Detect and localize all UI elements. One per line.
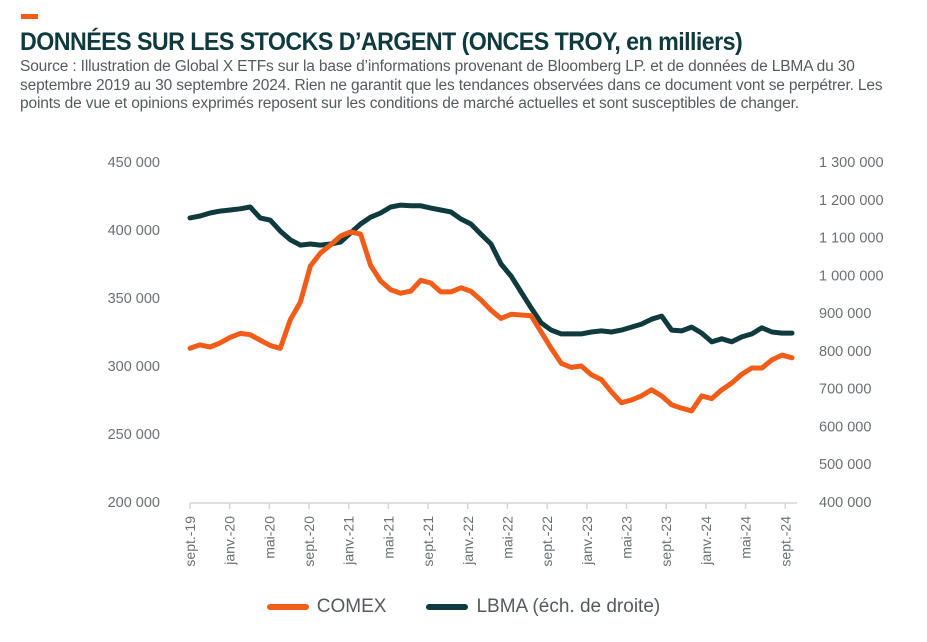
x-tick-label: sept.-21 [420,516,436,567]
y-right-tick-label: 800 000 [819,344,871,360]
x-tick-label: janv.-24 [698,516,714,566]
y-left-tick-label: 400 000 [108,223,160,239]
y-left-tick-label: 200 000 [108,495,160,511]
x-tick-label: mai-24 [738,516,754,559]
x-tick-label: mai-20 [261,516,277,559]
series-group [187,202,795,414]
legend-item-lbma: LBMA (éch. de droite) [426,596,660,618]
x-tick-label: mai-22 [499,516,515,559]
x-tick-label: sept.-23 [658,516,674,567]
series-line-lbma [187,202,795,345]
y-left-tick-label: 350 000 [108,291,160,307]
x-axis: sept.-19 janv.-20 mai-20 sept.-20 janv.-21 ma… [182,502,797,567]
legend: COMEX LBMA (éch. de droite) [0,596,927,618]
chart-title: DONNÉES SUR LES STOCKS D’ARGENT (ONCES T… [20,28,743,56]
y-right-tick-label: 900 000 [819,306,871,322]
x-tick-label: sept.-22 [539,516,555,567]
y-left-tick-label: 250 000 [108,427,160,443]
x-tick-label: janv.-21 [341,516,357,566]
y-right-tick-label: 1 100 000 [819,231,884,247]
y-right-tick-label: 1 000 000 [819,268,884,284]
x-tick-label: sept.-24 [777,516,793,567]
legend-label-comex: COMEX [316,596,387,617]
x-tick-label: janv.-23 [579,516,595,566]
y-right-tick-label: 500 000 [819,457,871,473]
y-right-tick-label: 700 000 [819,382,871,398]
y-axis-left: 200 000 250 000 300 000 350 000 400 000 450 0… [108,155,160,511]
y-right-tick-label: 1 300 000 [819,155,884,171]
legend-swatch-comex [266,604,309,610]
y-right-tick-label: 400 000 [819,495,871,511]
legend-item-comex: COMEX [266,596,387,618]
x-tick-label: sept.-19 [182,516,198,567]
legend-swatch-lbma [426,604,469,610]
x-tick-label: mai-21 [380,516,396,559]
y-left-tick-label: 300 000 [108,359,160,375]
x-tick-label: sept.-20 [301,516,317,567]
accent-bar [21,14,38,19]
y-axis-right: 400 000 500 000 600 000 700 000 800 000 900 0… [819,155,884,511]
y-right-tick-label: 1 200 000 [819,193,884,209]
x-tick-label: janv.-20 [222,516,238,566]
x-tick-label: mai-23 [619,516,635,559]
series-line-comex [187,229,795,414]
x-tick-label: janv.-22 [460,516,476,566]
chart-source-note: Source : Illustration de Global X ETFs s… [20,58,883,112]
y-right-tick-label: 600 000 [819,419,871,435]
legend-label-lbma: LBMA (éch. de droite) [476,596,661,617]
y-left-tick-label: 450 000 [108,155,160,171]
